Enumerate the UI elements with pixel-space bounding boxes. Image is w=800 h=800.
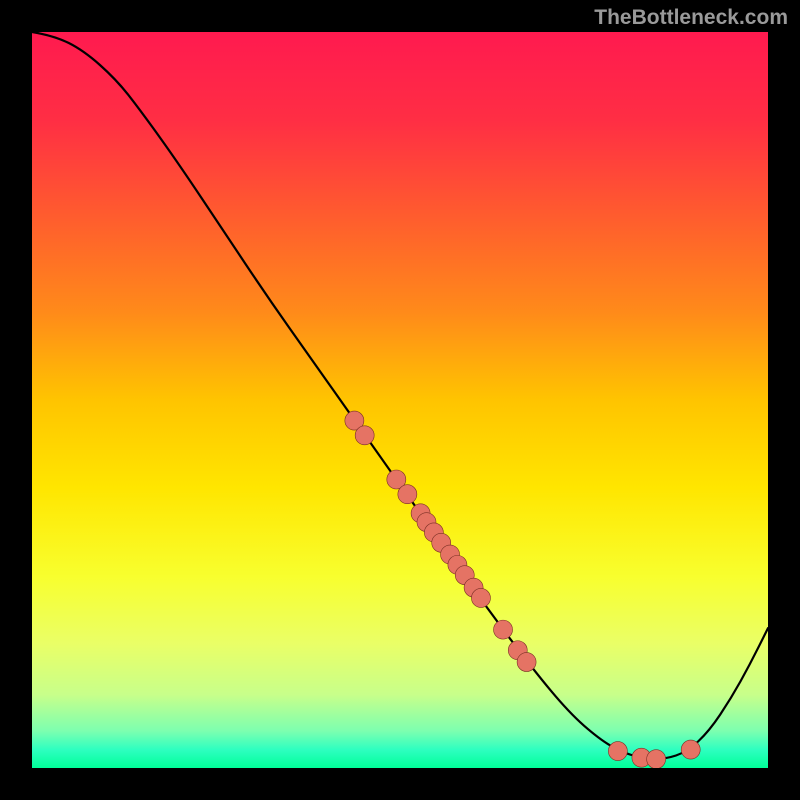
watermark-text: TheBottleneck.com [594, 6, 788, 30]
data-marker [471, 588, 490, 607]
data-marker [647, 750, 666, 768]
data-marker [681, 740, 700, 759]
data-marker [608, 742, 627, 761]
data-marker [398, 485, 417, 504]
data-marker [355, 426, 374, 445]
chart-area [32, 32, 768, 768]
bottleneck-chart [32, 32, 768, 768]
data-marker [517, 653, 536, 672]
gradient-background [32, 32, 768, 768]
data-marker [494, 620, 513, 639]
